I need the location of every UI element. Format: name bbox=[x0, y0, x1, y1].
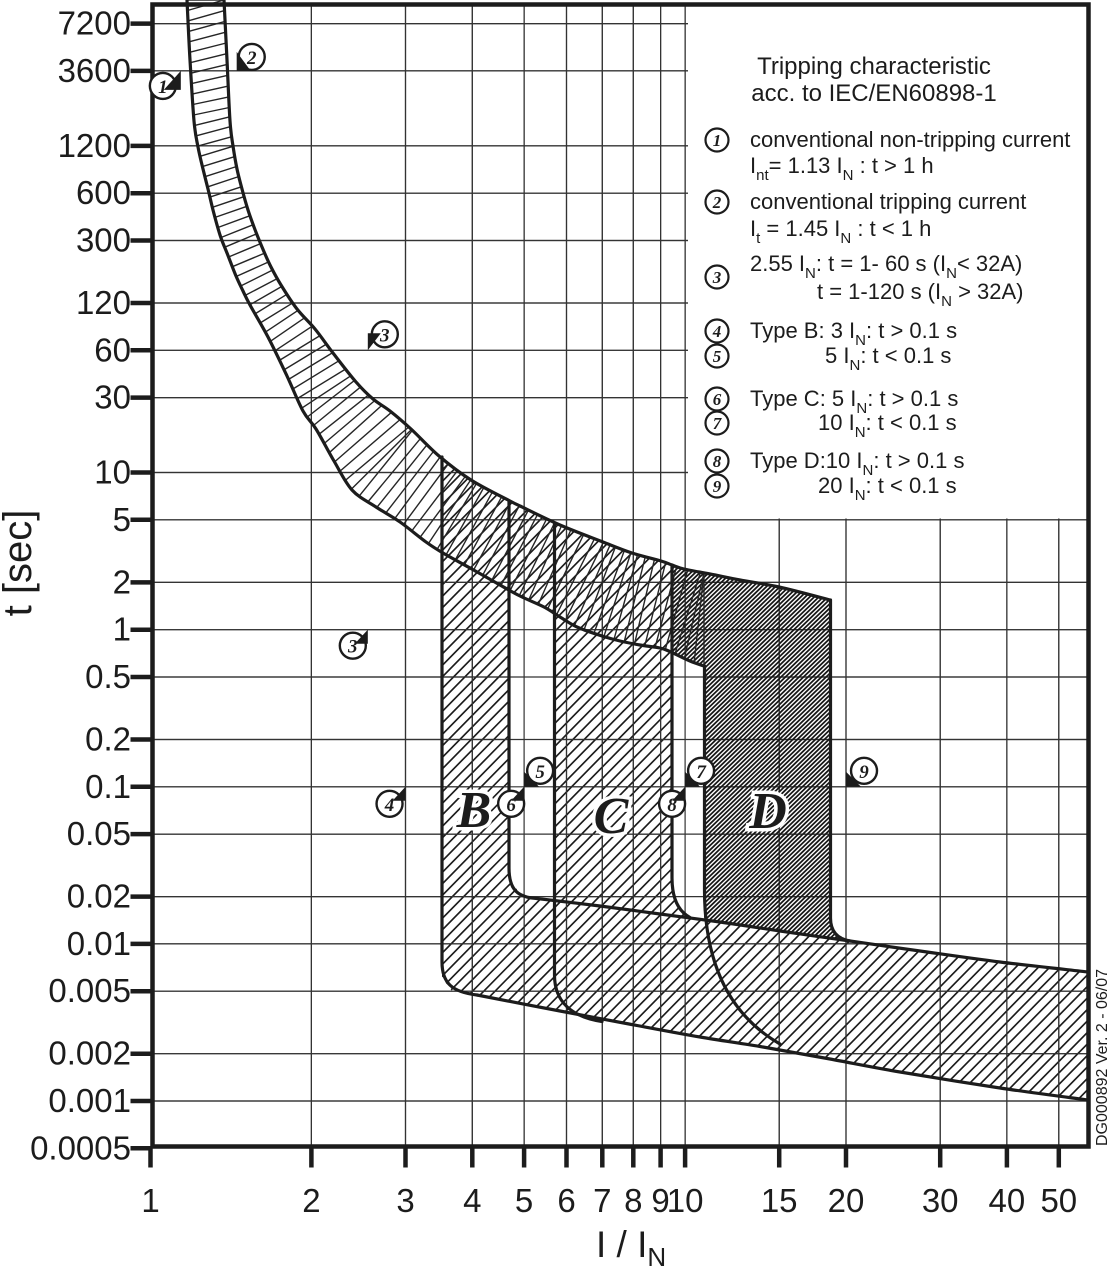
svg-text:10: 10 bbox=[94, 454, 131, 491]
svg-text:1: 1 bbox=[113, 611, 131, 648]
svg-text:1: 1 bbox=[158, 77, 168, 98]
svg-text:DG000892 Ver. 2 - 06/07: DG000892 Ver. 2 - 06/07 bbox=[1094, 969, 1111, 1146]
svg-text:40: 40 bbox=[989, 1182, 1026, 1219]
svg-text:8: 8 bbox=[624, 1182, 642, 1219]
svg-text:4: 4 bbox=[712, 322, 722, 341]
svg-text:4: 4 bbox=[384, 795, 395, 816]
svg-text:3600: 3600 bbox=[58, 52, 131, 89]
svg-text:15: 15 bbox=[761, 1182, 798, 1219]
svg-text:0.5: 0.5 bbox=[85, 658, 131, 695]
svg-text:6: 6 bbox=[557, 1182, 575, 1219]
svg-text:20: 20 bbox=[828, 1182, 865, 1219]
svg-text:conventional non-tripping curr: conventional non-tripping current bbox=[750, 127, 1070, 152]
svg-text:D: D bbox=[748, 783, 787, 840]
svg-text:Tripping characteristic: Tripping characteristic bbox=[757, 53, 991, 80]
svg-text:7: 7 bbox=[696, 762, 707, 783]
svg-text:4: 4 bbox=[463, 1182, 481, 1219]
svg-text:8: 8 bbox=[667, 795, 677, 816]
svg-text:3: 3 bbox=[396, 1182, 414, 1219]
svg-text:3: 3 bbox=[712, 268, 722, 287]
svg-text:6: 6 bbox=[713, 390, 722, 409]
svg-text:9: 9 bbox=[651, 1182, 669, 1219]
svg-text:5: 5 bbox=[515, 1182, 533, 1219]
svg-text:7200: 7200 bbox=[58, 5, 131, 42]
svg-text:120: 120 bbox=[76, 284, 131, 321]
svg-text:0.05: 0.05 bbox=[67, 815, 131, 852]
svg-text:0.01: 0.01 bbox=[67, 925, 131, 962]
svg-text:5: 5 bbox=[713, 347, 722, 366]
svg-text:0.0005: 0.0005 bbox=[30, 1129, 131, 1166]
svg-text:6: 6 bbox=[506, 795, 516, 816]
svg-text:8: 8 bbox=[713, 452, 722, 471]
svg-text:2: 2 bbox=[246, 48, 257, 69]
svg-text:300: 300 bbox=[76, 222, 131, 259]
svg-text:0.02: 0.02 bbox=[67, 878, 131, 915]
svg-text:0.2: 0.2 bbox=[85, 721, 131, 758]
svg-text:3: 3 bbox=[347, 637, 358, 658]
svg-text:D: D bbox=[748, 783, 787, 840]
svg-text:30: 30 bbox=[94, 379, 131, 416]
svg-text:0.002: 0.002 bbox=[48, 1035, 131, 1072]
svg-text:0.001: 0.001 bbox=[48, 1082, 131, 1119]
svg-text:conventional tripping current: conventional tripping current bbox=[750, 189, 1026, 214]
svg-text:3: 3 bbox=[379, 325, 390, 346]
svg-text:acc. to IEC/EN60898-1: acc. to IEC/EN60898-1 bbox=[751, 80, 996, 107]
svg-text:C: C bbox=[594, 788, 630, 845]
svg-text:600: 600 bbox=[76, 174, 131, 211]
svg-text:7: 7 bbox=[593, 1182, 611, 1219]
svg-text:Int= 1.13 IN : t > 1 h: Int= 1.13 IN : t > 1 h bbox=[750, 153, 934, 184]
svg-text:1: 1 bbox=[713, 131, 722, 150]
svg-text:t [sec]: t [sec] bbox=[0, 510, 40, 617]
svg-text:0.005: 0.005 bbox=[48, 972, 131, 1009]
svg-text:7: 7 bbox=[713, 414, 723, 433]
svg-text:2: 2 bbox=[302, 1182, 320, 1219]
svg-text:60: 60 bbox=[94, 331, 131, 368]
svg-text:1: 1 bbox=[141, 1182, 159, 1219]
svg-text:2: 2 bbox=[712, 193, 722, 212]
svg-text:B: B bbox=[456, 782, 492, 839]
svg-text:0.1: 0.1 bbox=[85, 768, 131, 805]
svg-text:10: 10 bbox=[667, 1182, 704, 1219]
svg-text:5: 5 bbox=[113, 501, 131, 538]
svg-text:2: 2 bbox=[113, 563, 131, 600]
svg-text:C: C bbox=[594, 788, 630, 845]
svg-text:5: 5 bbox=[535, 762, 545, 783]
svg-text:1200: 1200 bbox=[58, 127, 131, 164]
svg-text:50: 50 bbox=[1040, 1182, 1077, 1219]
svg-text:B: B bbox=[456, 782, 492, 839]
svg-text:9: 9 bbox=[859, 762, 869, 783]
svg-text:9: 9 bbox=[713, 477, 722, 496]
svg-text:30: 30 bbox=[922, 1182, 959, 1219]
